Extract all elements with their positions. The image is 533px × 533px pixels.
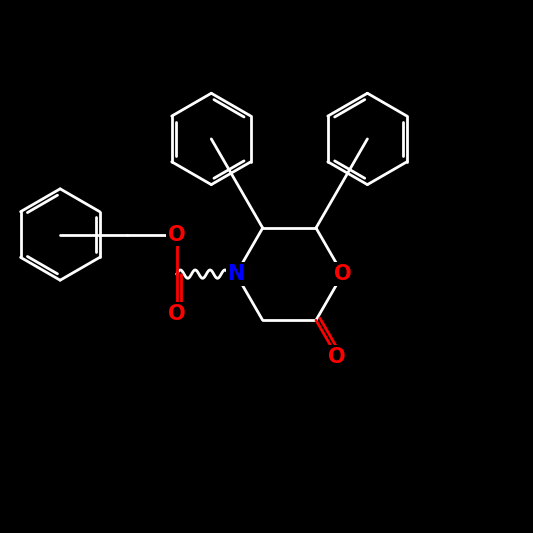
Text: O: O: [168, 304, 185, 324]
Text: O: O: [328, 346, 346, 367]
Text: O: O: [168, 224, 185, 245]
Text: O: O: [334, 264, 351, 284]
Text: N: N: [228, 264, 245, 284]
